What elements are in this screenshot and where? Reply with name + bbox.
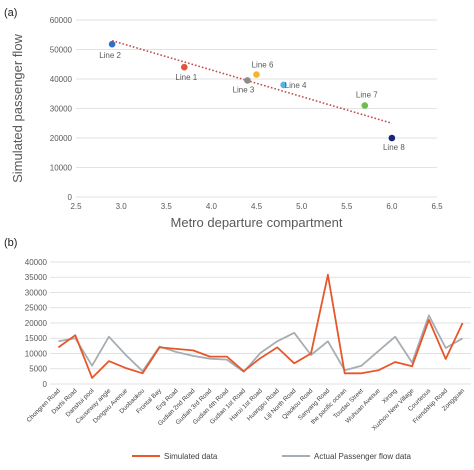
point-label-4: Line 4 — [285, 81, 307, 90]
y-tick-a-3: 30000 — [50, 105, 73, 114]
point-line-3 — [244, 77, 251, 84]
x-tick-a-6: 5.5 — [341, 202, 353, 211]
y-tick-a-6: 60000 — [50, 16, 73, 25]
point-label-2: Line 3 — [233, 85, 255, 94]
trendline — [111, 39, 393, 125]
point-line-8 — [388, 134, 396, 142]
y-tick-a-4: 40000 — [50, 75, 73, 84]
point-label-5: Line 7 — [356, 91, 378, 100]
x-tick-a-1: 3.0 — [116, 202, 128, 211]
point-line-4 — [280, 81, 287, 89]
y-tick-b-7: 35000 — [25, 273, 48, 282]
x-tick-a-5: 5.0 — [296, 202, 308, 211]
y-axis-title-a: Simulated passenger flow — [10, 33, 25, 182]
line-chart: (b) 0 5000 10000 15000 20000 25000 30000 35000 40… — [4, 237, 471, 461]
point-label-3: Line 6 — [252, 61, 274, 70]
point-label-6: Line 8 — [383, 143, 405, 152]
x-tick-a-0: 2.5 — [70, 202, 82, 211]
series-line-simulated — [57, 273, 464, 379]
x-tick-a-3: 4.0 — [206, 202, 218, 211]
y-tick-b-0: 0 — [43, 380, 48, 389]
y-tick-b-1: 5000 — [29, 365, 47, 374]
x-tick-a-7: 6.0 — [386, 202, 398, 211]
y-tick-b-5: 25000 — [25, 304, 48, 313]
x-tick-a-4: 4.5 — [251, 202, 263, 211]
legend-label-1: Actual Passenger flow data — [314, 452, 411, 461]
y-tick-b-3: 15000 — [25, 334, 48, 343]
y-tick-b-8: 40000 — [25, 258, 48, 267]
panel-b-label: (b) — [4, 237, 17, 249]
point-line-6 — [253, 71, 260, 78]
y-tick-a-1: 10000 — [50, 164, 73, 173]
legend-label-0: Simulated data — [164, 452, 218, 461]
x-tick-a-8: 6.5 — [431, 202, 443, 211]
scatter-chart: (a) 0 10000 20000 30000 40000 50000 60000 2.5 3.0… — [4, 7, 443, 230]
point-label-0: Line 2 — [99, 51, 121, 60]
y-tick-b-4: 20000 — [25, 319, 48, 328]
series-line-actual — [58, 314, 464, 373]
panel-a-label: (a) — [4, 7, 17, 19]
point-line-1 — [181, 63, 188, 71]
x-axis-title-a: Metro departure compartment — [171, 215, 343, 230]
point-label-1: Line 1 — [175, 73, 197, 82]
point-line-7 — [361, 102, 369, 109]
y-tick-a-0: 0 — [68, 193, 73, 202]
y-tick-b-6: 30000 — [25, 288, 48, 297]
y-tick-a-5: 50000 — [50, 46, 73, 55]
y-tick-b-2: 10000 — [25, 349, 48, 358]
x-tick-a-2: 3.5 — [161, 202, 173, 211]
point-line-2 — [108, 40, 116, 48]
y-tick-a-2: 20000 — [50, 134, 73, 143]
